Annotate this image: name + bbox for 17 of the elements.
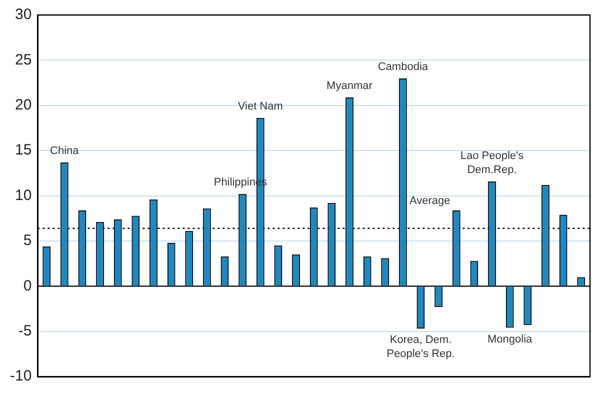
annotation: Korea, Dem. People's Rep. — [386, 334, 455, 360]
annotation: China — [50, 144, 80, 157]
annotation: Mongolia — [488, 333, 534, 346]
ref-line-label: Average — [409, 194, 450, 207]
y-tick-label: -10 — [10, 368, 32, 385]
y-tick-label: 15 — [14, 142, 32, 159]
annotation: Cambodia — [378, 60, 429, 73]
y-tick-label: 5 — [23, 232, 32, 250]
annotation: Myanmar — [326, 80, 373, 92]
y-tick-label: 0 — [23, 277, 32, 294]
y-tick-label: 30 — [14, 6, 32, 24]
annotation: Lao People's Dem.Rep. — [460, 150, 524, 176]
y-tick-label: 20 — [14, 96, 32, 114]
y-tick-label: -5 — [18, 322, 32, 340]
y-tick-label: 25 — [14, 51, 32, 68]
annotation: Viet Nam — [238, 100, 283, 113]
y-tick-label: 10 — [14, 186, 32, 204]
